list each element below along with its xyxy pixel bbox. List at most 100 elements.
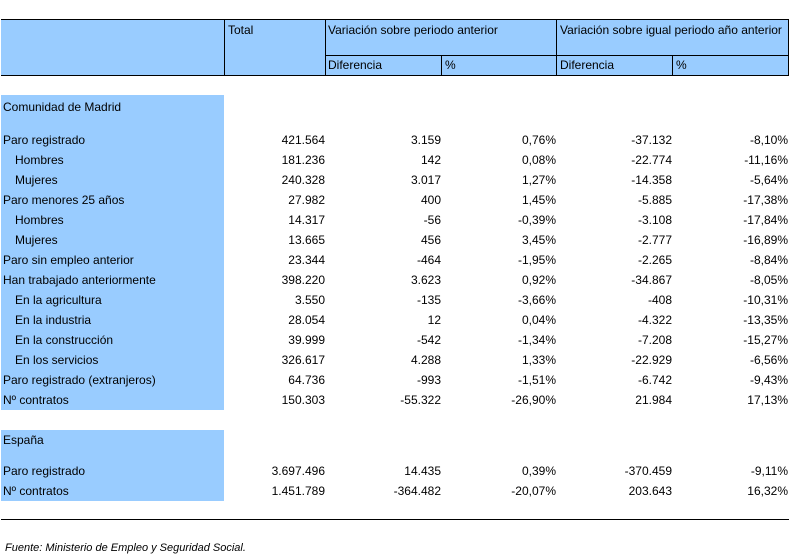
value-d2: -3.108 <box>637 213 672 227</box>
source-note: Fuente: Ministerio de Empleo y Seguridad… <box>5 542 246 554</box>
row-label: Paro menores 25 años <box>3 193 125 207</box>
label-column-band-espana <box>1 430 224 501</box>
value-d1: 14.435 <box>404 464 441 478</box>
value-d2: -5.885 <box>637 193 672 207</box>
row-label: Paro registrado (extranjeros) <box>3 373 156 387</box>
row-label: Hombres <box>15 153 64 167</box>
value-total: 240.328 <box>281 173 325 187</box>
value-p1: 1,33% <box>521 353 556 367</box>
value-d1: -464 <box>416 253 441 267</box>
value-p2: -5,64% <box>749 173 788 187</box>
value-p1: -26,90% <box>511 393 556 407</box>
value-total: 23.344 <box>288 253 325 267</box>
value-d1: 3.623 <box>410 273 441 287</box>
row-label: En la construcción <box>15 333 114 347</box>
value-p2: -8,05% <box>749 273 788 287</box>
value-total: 421.564 <box>281 133 325 147</box>
header-divider <box>788 19 789 76</box>
value-total: 326.617 <box>281 353 325 367</box>
value-p1: -1,51% <box>517 373 556 387</box>
value-total: 181.236 <box>281 153 325 167</box>
value-p2: -13,35% <box>743 313 788 327</box>
value-p2: -8,84% <box>749 253 788 267</box>
value-d2: -370.459 <box>624 464 672 478</box>
value-p2: -17,38% <box>743 193 788 207</box>
value-d1: -135 <box>416 293 441 307</box>
value-p2: -17,84% <box>743 213 788 227</box>
value-d1: 456 <box>420 233 441 247</box>
value-p1: 0,92% <box>521 273 556 287</box>
value-p2: -6,56% <box>749 353 788 367</box>
value-total: 27.982 <box>288 193 325 207</box>
row-label: Paro sin empleo anterior <box>3 253 134 267</box>
value-total: 3.697.496 <box>271 464 325 478</box>
value-d1: 3.159 <box>410 133 441 147</box>
value-p2: -10,31% <box>743 293 788 307</box>
value-total: 28.054 <box>288 313 325 327</box>
section-title: España <box>3 433 44 447</box>
header-mid-rule <box>325 55 789 56</box>
header-divider <box>325 19 326 76</box>
value-p2: 16,32% <box>747 484 788 498</box>
header-diff-2: Diferencia <box>560 58 615 72</box>
table-bottom-rule <box>1 519 789 520</box>
header-divider <box>556 19 557 76</box>
value-p1: 1,27% <box>521 173 556 187</box>
header-divider <box>224 19 225 76</box>
value-p1: -0,39% <box>517 213 556 227</box>
value-d2: -408 <box>647 293 672 307</box>
value-d1: -55.322 <box>400 393 441 407</box>
value-d1: 3.017 <box>410 173 441 187</box>
header-divider <box>441 55 442 76</box>
value-d2: -22.929 <box>631 353 672 367</box>
row-label: Paro registrado <box>3 464 86 478</box>
value-p1: 0,39% <box>521 464 556 478</box>
header-group-same-period-last-year: Variación sobre igual periodo año anteri… <box>560 23 782 37</box>
header-divider <box>672 55 673 76</box>
value-p1: 3,45% <box>521 233 556 247</box>
row-label: Mujeres <box>15 233 58 247</box>
value-p2: 17,13% <box>747 393 788 407</box>
value-d2: -2.265 <box>637 253 672 267</box>
value-p2: -9,11% <box>750 464 788 478</box>
value-total: 3.550 <box>294 293 325 307</box>
value-d1: -542 <box>416 333 441 347</box>
row-label: En la industria <box>15 313 92 327</box>
value-p2: -11,16% <box>744 153 788 167</box>
section-title: Comunidad de Madrid <box>3 100 122 114</box>
value-p2: -16,89% <box>743 233 788 247</box>
header-pct-1: % <box>445 58 456 72</box>
value-d2: 21.984 <box>635 393 672 407</box>
value-total: 39.999 <box>288 333 325 347</box>
value-d1: 4.288 <box>410 353 441 367</box>
value-d2: -22.774 <box>631 153 672 167</box>
header-group-previous-period: Variación sobre periodo anterior <box>328 23 498 37</box>
header-total: Total <box>228 23 254 37</box>
value-total: 150.303 <box>281 393 325 407</box>
value-p2: -9,43% <box>749 373 788 387</box>
row-label: Han trabajado anteriormente <box>3 273 156 287</box>
value-p1: 0,76% <box>521 133 556 147</box>
value-d2: -34.867 <box>631 273 672 287</box>
value-p1: 0,04% <box>521 313 556 327</box>
header-pct-2: % <box>676 58 687 72</box>
value-d2: 203.643 <box>628 484 672 498</box>
header-bottom-rule <box>1 75 789 76</box>
value-total: 1.451.789 <box>271 484 325 498</box>
value-d1: 142 <box>420 153 441 167</box>
value-d2: -37.132 <box>631 133 672 147</box>
value-total: 64.736 <box>288 373 325 387</box>
label-column-band-madrid <box>1 95 224 410</box>
value-d1: -56 <box>423 213 441 227</box>
row-label: Paro registrado <box>3 133 86 147</box>
row-label: Nº contratos <box>3 484 69 498</box>
value-d2: -4.322 <box>637 313 672 327</box>
value-d2: -7.208 <box>637 333 672 347</box>
value-d2: -6.742 <box>637 373 672 387</box>
value-p1: 1,45% <box>521 193 556 207</box>
value-d1: -364.482 <box>393 484 441 498</box>
value-p1: 0,08% <box>521 153 556 167</box>
value-d2: -2.777 <box>637 233 672 247</box>
header-top-rule <box>1 19 789 20</box>
